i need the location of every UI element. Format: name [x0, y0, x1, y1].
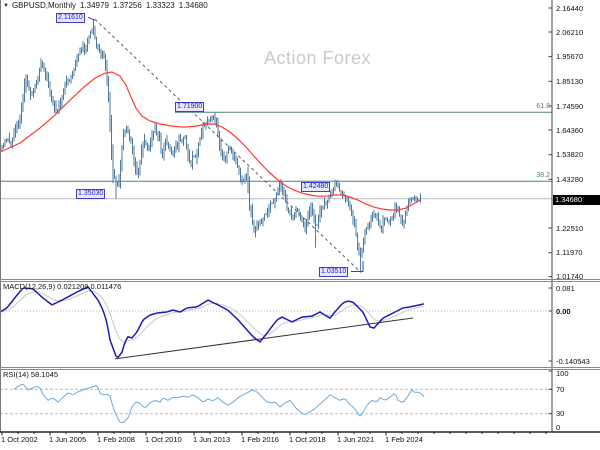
- price-axis-label: 2.16440: [556, 3, 584, 13]
- price-axis-label: 1.53820: [556, 150, 584, 160]
- price-axis-label: 1.11970: [556, 248, 583, 258]
- price-axis-label: 1.74590: [556, 101, 584, 111]
- ohlc-low: 1.33323: [145, 1, 175, 10]
- macd-axis-label: -0.140543: [556, 356, 590, 366]
- price-level-tag[interactable]: 1.42480: [301, 182, 331, 193]
- date-axis-label: 1 Jun 2013: [193, 435, 231, 444]
- watermark: Action Forex: [264, 48, 372, 68]
- symbol-dropdown-icon[interactable]: ▼: [3, 3, 9, 9]
- price-axis-label: 2.06210: [556, 27, 584, 37]
- fib-level-label: 38.2: [536, 171, 550, 179]
- rsi-axis-label: 30: [556, 409, 565, 419]
- chart-title-bar: ▼ GBPUSD,Monthly 1.34979 1.37256 1.33323 1.34…: [3, 1, 208, 10]
- price-level-tag[interactable]: 1.71900: [175, 102, 205, 113]
- fib-level-label: 61.8: [536, 102, 550, 110]
- price-axis-label: 1.85130: [556, 76, 584, 86]
- date-axis-label: 1 Oct 2002: [1, 435, 38, 444]
- rsi-axis-label: 100: [556, 368, 569, 378]
- date-axis-label: 1 Jun 2005: [49, 435, 87, 444]
- price-axis-label: 1.43280: [556, 174, 584, 184]
- rsi-indicator-label: RSI(14) 58.1045: [3, 370, 59, 379]
- price-extreme-tag[interactable]: 1.03510: [319, 267, 349, 277]
- ohlc-high: 1.37256: [112, 1, 142, 10]
- ohlc-open: 1.34979: [79, 1, 109, 10]
- macd-indicator-label: MACD(12,26,9) 0.021209 0.011476: [3, 282, 122, 291]
- date-axis-label: 1 Feb 2008: [97, 435, 135, 444]
- date-axis-label: 1 Oct 2018: [289, 435, 326, 444]
- price-axis-label: 1.95670: [556, 52, 584, 62]
- date-axis-label: 1 Feb 2016: [241, 435, 279, 444]
- ohlc-close: 1.34680: [178, 1, 208, 10]
- price-axis-label: 1.01740: [556, 272, 584, 282]
- current-price-tag: 1.34680: [553, 195, 600, 205]
- rsi-axis-label: 0: [556, 422, 561, 432]
- price-axis-label: 1.22510: [556, 223, 584, 233]
- macd-axis-label: 0.00: [556, 306, 571, 316]
- price-axis-label: 1.64360: [556, 125, 584, 135]
- price-extreme-tag[interactable]: 2.11610: [56, 13, 85, 24]
- rsi-axis-label: 70: [556, 384, 565, 394]
- date-axis-label: 1 Feb 2024: [385, 435, 423, 444]
- symbol-title: GBPUSD,Monthly: [11, 1, 76, 10]
- macd-axis-label: 0.081: [556, 283, 575, 293]
- date-axis-label: 1 Jun 2021: [337, 435, 375, 444]
- date-axis-label: 1 Oct 2010: [145, 435, 182, 444]
- price-level-tag[interactable]: 1.35030: [76, 188, 106, 199]
